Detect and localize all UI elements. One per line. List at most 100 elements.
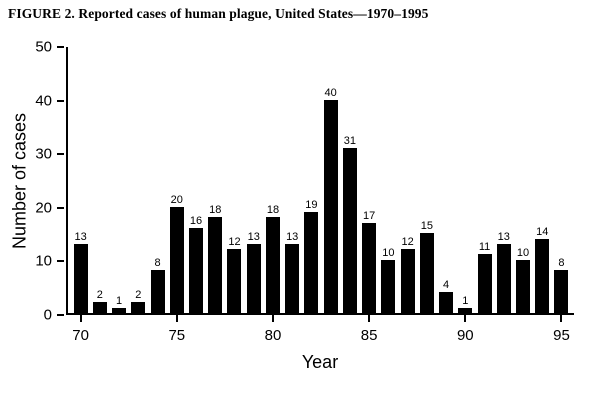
bar (304, 211, 319, 313)
x-tick-label: 75 (168, 327, 186, 344)
bar-cell: 14 (533, 47, 552, 313)
bar-value-label: 13 (74, 230, 87, 243)
bar-value-label: 16 (189, 214, 203, 227)
bar-cell: 8 (148, 47, 167, 313)
bar-cell: 8 95 (552, 47, 571, 344)
x-tick (175, 315, 178, 322)
bar-cell: 31 (340, 47, 359, 313)
bar-cell: 12 (225, 47, 244, 313)
bar-value-label: 14 (536, 225, 549, 238)
bar-value-label: 18 (209, 204, 222, 217)
bar-value-label: 10 (382, 246, 395, 259)
bar-value-label: 2 (135, 289, 142, 302)
y-tick (57, 314, 64, 316)
bar (189, 227, 204, 313)
bar (342, 148, 357, 313)
y-tick-label: 10 (35, 252, 52, 270)
x-tick (368, 315, 371, 322)
bar-value-label: 1 (462, 294, 469, 307)
bar-value-label: 2 (96, 289, 103, 302)
bar (439, 291, 454, 313)
bar-cell: 20 75 (167, 47, 186, 344)
bar-cell: 1 (109, 47, 128, 313)
bar-value-label: 1 (116, 294, 123, 307)
bar-value-label: 10 (516, 246, 530, 259)
bar (496, 243, 511, 313)
bar-value-label: 8 (558, 257, 565, 270)
bar (131, 302, 146, 313)
bar-value-label: 8 (154, 257, 161, 270)
figure-title: FIGURE 2. Reported cases of human plague… (8, 6, 429, 21)
bar-cell: 13 (244, 47, 263, 313)
bar-cell: 1 90 (456, 47, 475, 344)
bar (227, 249, 242, 313)
bar (458, 307, 473, 313)
x-tick-label: 90 (456, 327, 474, 344)
bar (477, 254, 492, 313)
bar (92, 302, 107, 313)
bar-cell: 18 (206, 47, 225, 313)
y-tick (57, 260, 64, 263)
bar (73, 243, 88, 313)
y-axis-label: Number of cases (9, 112, 30, 250)
bar-cell: 12 (398, 47, 417, 313)
bar (246, 243, 261, 313)
bar-value-label: 12 (228, 236, 241, 249)
y-tick (57, 46, 64, 48)
bar (381, 259, 396, 313)
bar-cell: 13 (283, 47, 302, 313)
bar (169, 206, 184, 313)
y-tick-label: 50 (35, 38, 52, 56)
bar-cell: 2 (129, 47, 148, 313)
bar-value-label: 4 (443, 278, 450, 291)
bar-cell: 11 (475, 47, 494, 313)
y-tick-label: 0 (43, 306, 52, 324)
bar-cell: 13 (494, 47, 513, 313)
bar-cell: 16 (186, 47, 205, 313)
bars-container: 13 70 2 1 2 8 20 75 16 18 12 13 18 80 13 19 40 31 17 85 10 12… (68, 47, 574, 344)
bar (362, 222, 377, 313)
bar-cell: 2 (90, 47, 109, 313)
bar (208, 217, 223, 313)
plot-area: 13 70 2 1 2 8 20 75 16 18 12 13 18 80 13 19 40 31 17 85 10 12… (66, 47, 574, 344)
x-tick-label: 80 (264, 327, 282, 344)
bar (323, 100, 338, 313)
bar-value-label: 13 (247, 230, 260, 243)
x-tick (464, 315, 467, 322)
y-tick-label: 30 (35, 145, 52, 163)
bar-cell: 17 85 (360, 47, 379, 344)
bar-cell: 40 (321, 47, 340, 313)
bar-value-label: 13 (286, 230, 299, 243)
bar-cell: 19 (302, 47, 321, 313)
bar-cell: 18 80 (263, 47, 282, 344)
bar-cell: 15 (417, 47, 436, 313)
x-tick (79, 315, 82, 322)
bar (150, 270, 165, 313)
y-tick (57, 206, 64, 209)
bar-value-label: 12 (401, 236, 414, 249)
y-tick (57, 99, 64, 102)
x-tick-label: 95 (553, 327, 570, 344)
bar-cell: 10 (379, 47, 398, 313)
x-tick-label: 85 (360, 327, 378, 344)
x-tick (271, 315, 274, 322)
y-tick-label: 40 (35, 92, 52, 110)
x-axis-label: Year (301, 352, 339, 372)
bar (419, 233, 434, 313)
y-tick-label: 20 (35, 199, 52, 217)
bar-value-label: 19 (305, 198, 318, 211)
bar (112, 307, 127, 313)
bar-value-label: 20 (170, 193, 183, 206)
bar-value-label: 40 (324, 87, 337, 100)
y-tick (57, 153, 64, 156)
bar (400, 249, 415, 313)
bar (535, 238, 550, 313)
x-tick (560, 315, 563, 322)
bar-value-label: 11 (478, 241, 491, 254)
bar-value-label: 31 (343, 135, 357, 148)
bar (516, 259, 530, 313)
bar-value-label: 15 (420, 220, 433, 233)
bar (554, 270, 569, 313)
bar-cell: 4 (436, 47, 455, 313)
